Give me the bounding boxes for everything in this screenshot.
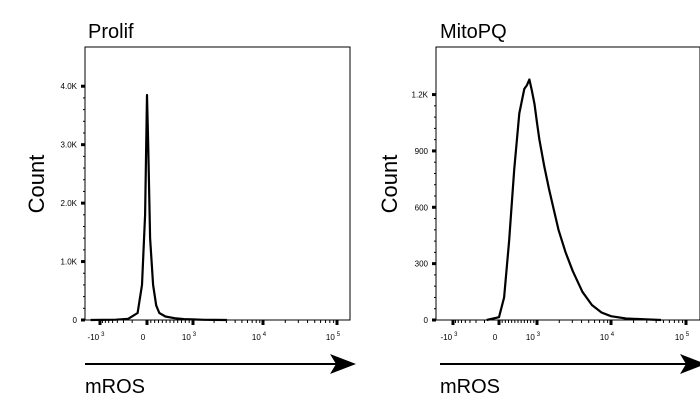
x-tick-label: 10 3 [182,332,197,342]
mros-arrow-head [680,354,700,374]
x-tick-label: 0 [493,333,498,342]
y-tick-label: 1.0K [61,258,78,267]
plot-frame [435,46,700,321]
x-axis-label: mROS [85,376,145,398]
x-tick-label: -10 3 [88,332,106,342]
plot-frame [84,46,351,321]
y-tick-label: 0 [424,316,429,325]
y-tick-label: 900 [415,147,429,156]
y-tick-label: 0 [73,316,78,325]
histogram-line [90,93,227,322]
mros-arrow-head [330,354,356,374]
x-axis-label: mROS [440,376,500,398]
chart-title: Prolif [88,21,134,43]
x-tick-label: 10 3 [526,332,541,342]
y-tick-label: 4.0K [61,82,78,91]
x-tick-label: 0 [141,333,146,342]
y-tick-label: 3.0K [61,141,78,150]
x-tick-label: 10 4 [252,332,267,342]
y-axis-label: Count [24,155,49,214]
x-tick-label: -10 3 [441,332,459,342]
y-tick-label: 2.0K [61,199,78,208]
y-tick-label: 600 [415,203,429,212]
histogram-line [486,78,662,322]
x-tick-label: 10 5 [675,332,690,342]
chart-panel-2: MitoPQ Count mROS 0 300 600 900 1.2K -10 3 0 10 3 10 4… [377,21,700,398]
y-tick-label: 1.2K [412,91,429,100]
chart-panel-1: Prolif Count mROS 0 1.0K 2.0K 3.0K 4.0K -10 3 0 10 3… [24,21,356,398]
x-tick-label: 10 4 [600,332,615,342]
chart-title: MitoPQ [440,21,507,43]
y-axis-label: Count [377,155,402,214]
y-tick-label: 300 [415,260,429,269]
x-tick-label: 10 5 [326,332,341,342]
